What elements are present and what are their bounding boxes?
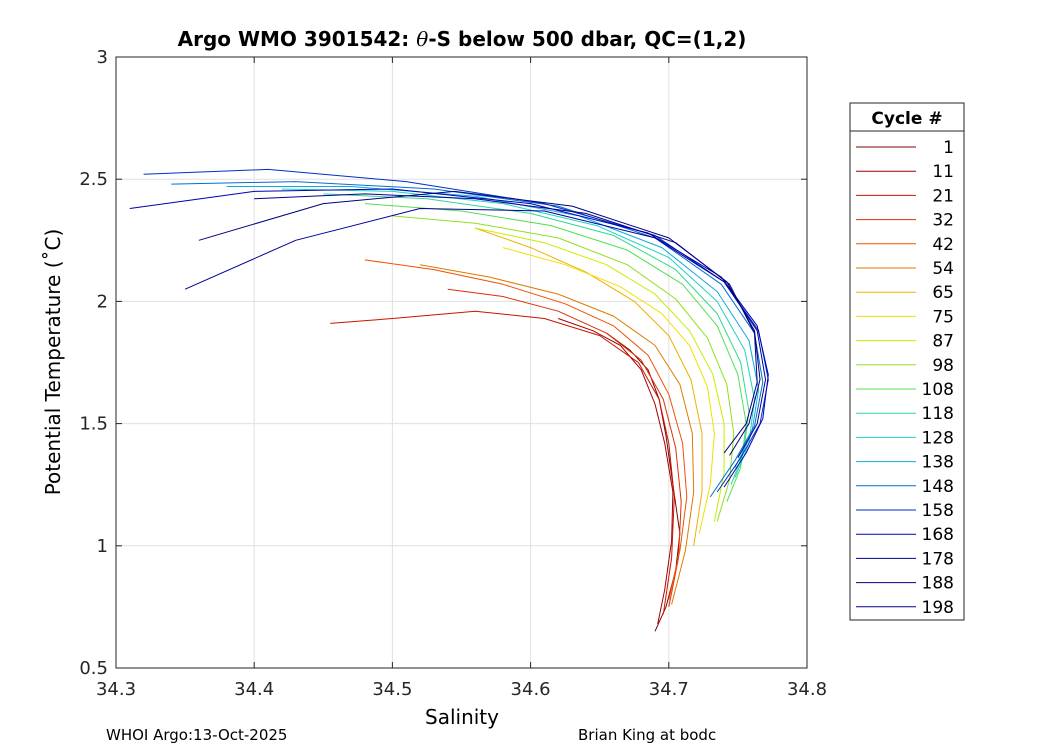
legend-label-158: 158 [922,501,954,521]
y-axis-ticks: 0.5 1 1.5 2 2.5 3 [79,47,807,679]
legend-label-87: 87 [932,332,954,352]
x-axis-label: Salinity [425,705,499,729]
y-tick-label: 3 [97,47,108,68]
legend: Cycle # 11121324254657587981081181281381… [849,102,965,621]
x-tick-label: 34.4 [234,679,274,700]
y-tick-label: 2 [97,291,108,312]
footer-author: Brian King at bodc [578,726,717,744]
legend-label-188: 188 [922,574,954,594]
series-line-cycle-54 [419,264,695,605]
series-line-cycle-65 [475,227,703,546]
series-line-cycle-87 [475,227,725,522]
y-tick-label: 0.5 [79,658,108,679]
x-axis-ticks: 34.3 34.4 34.5 34.6 34.7 34.8 [96,57,827,700]
legend-label-98: 98 [932,356,954,376]
legend-label-178: 178 [922,549,954,569]
grid-lines [116,57,807,668]
x-tick-label: 34.8 [787,679,827,700]
series-line-cycle-98 [392,215,735,522]
series-line-cycle-118 [323,193,750,485]
legend-label-11: 11 [932,162,954,182]
series-line-cycle-42 [364,259,688,600]
x-tick-label: 34.3 [96,679,136,700]
legend-label-128: 128 [922,428,954,448]
legend-label-118: 118 [922,404,954,424]
legend-label-32: 32 [932,211,954,231]
legend-label-42: 42 [932,235,954,255]
series-line-cycle-148 [171,181,764,498]
axes-frame [115,56,808,669]
series-line-cycle-11 [558,318,674,625]
x-tick-label: 34.5 [372,679,412,700]
chart-title: Argo WMO 3901542: θ-S below 500 dbar, QC… [178,27,747,51]
legend-label-21: 21 [932,186,954,206]
legend-label-148: 148 [922,477,954,497]
series-line-cycle-32 [447,288,682,607]
legend-label-168: 168 [922,525,954,545]
y-axis-label: Potential Temperature (˚C) [41,229,65,496]
legend-label-138: 138 [922,453,954,473]
series-line-cycle-21 [330,310,675,615]
series-line-cycle-75 [502,247,715,534]
footer-source: WHOI Argo:13-Oct-2025 [106,726,288,744]
plot-area [116,57,807,668]
y-tick-label: 1 [97,536,108,557]
legend-label-75: 75 [932,307,954,327]
series-line-cycle-178 [184,208,766,459]
legend-title: Cycle # [871,109,942,129]
y-tick-label: 2.5 [79,169,108,190]
legend-label-198: 198 [922,598,954,618]
y-tick-label: 1.5 [79,414,108,435]
x-tick-label: 34.6 [511,679,551,700]
series-line-cycle-168 [129,188,769,488]
legend-label-65: 65 [932,283,954,303]
legend-label-108: 108 [922,380,954,400]
series-lines [129,168,769,632]
series-line-cycle-198 [254,193,758,454]
legend-label-1: 1 [943,138,954,158]
x-tick-label: 34.7 [649,679,689,700]
legend-label-54: 54 [932,259,954,279]
